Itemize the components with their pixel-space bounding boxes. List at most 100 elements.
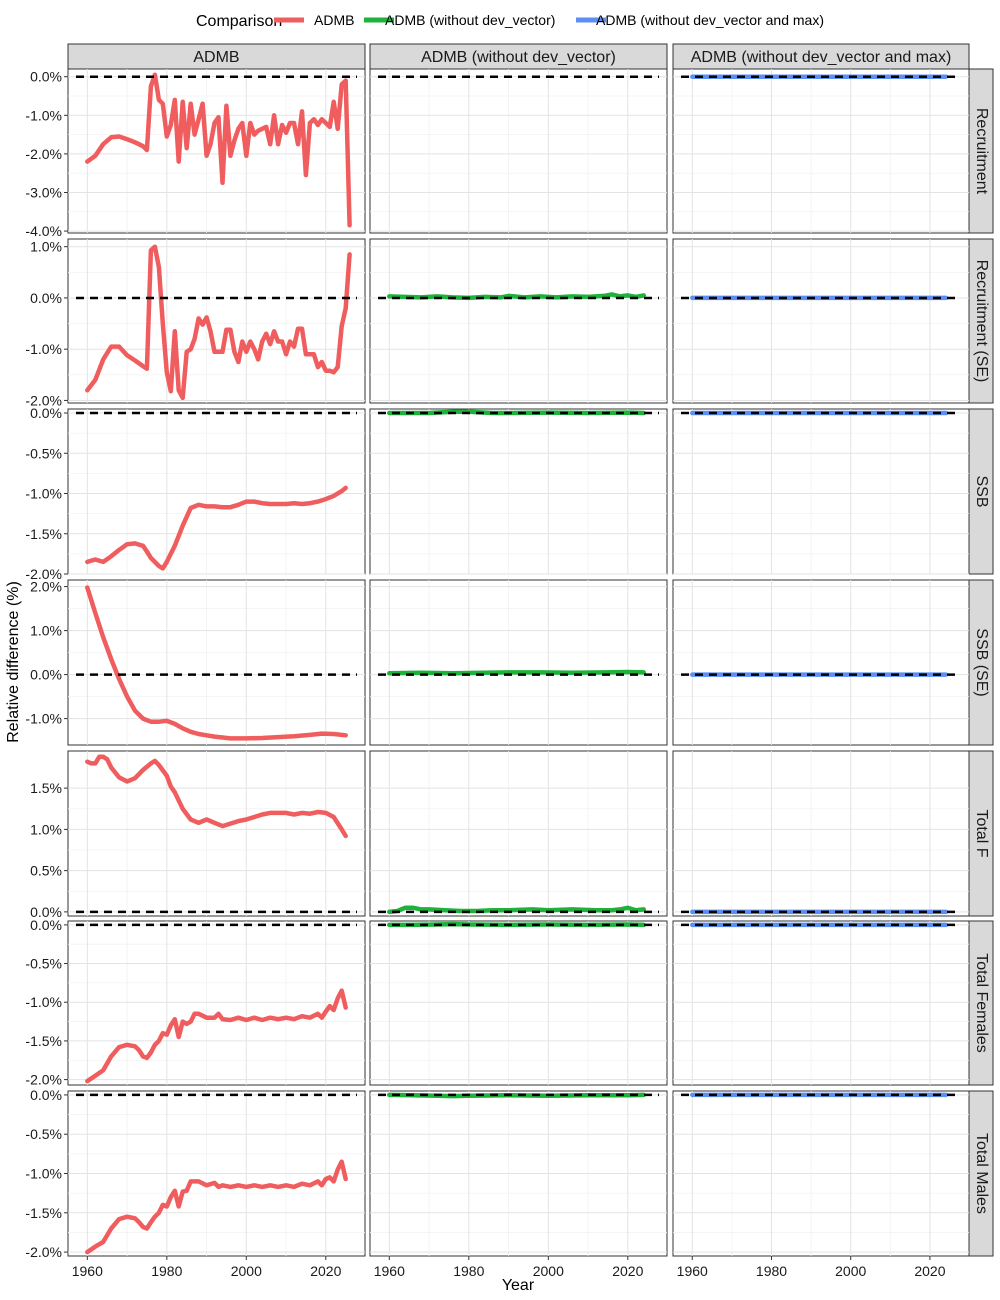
y-tick-label: -1.0% (25, 341, 62, 357)
series-line (85, 244, 352, 401)
panel (672, 238, 970, 404)
y-tick-label: 0.5% (30, 863, 62, 879)
panel-background (369, 750, 668, 917)
legend-label: ADMB (314, 12, 354, 28)
column-strip (369, 43, 668, 70)
y-tick-label: -2.0% (25, 1072, 62, 1088)
series-line (85, 72, 352, 228)
row-strip-label: Total Males (973, 1133, 990, 1214)
y-tick-label: -1.0% (25, 994, 62, 1010)
y-tick-label: -1.5% (25, 1205, 62, 1221)
y-tick-label: -0.5% (25, 1126, 62, 1142)
panel (369, 408, 668, 575)
y-tick-label: 1.0% (30, 623, 62, 639)
panel (672, 920, 970, 1086)
legend-label: ADMB (without dev_vector and max) (596, 12, 824, 28)
panel (67, 579, 366, 746)
row-strip-label: SSB (SE) (973, 628, 990, 696)
panel-background (369, 238, 668, 404)
row-strip (968, 579, 994, 746)
panel (672, 1090, 970, 1257)
panel (369, 1090, 668, 1257)
y-tick-label: 0.0% (30, 1087, 62, 1103)
y-tick-label: 0.0% (30, 917, 62, 933)
x-tick-label: 1980 (453, 1263, 484, 1279)
panel-background (672, 408, 970, 575)
legend-item: ADMB (without dev_vector) (364, 12, 555, 28)
row-strip-label: Recruitment (973, 108, 990, 195)
column-strip-label: ADMB (193, 49, 239, 66)
panel-background (67, 68, 366, 234)
y-tick-label: -4.0% (25, 223, 62, 239)
panel (67, 408, 366, 575)
panel-background (369, 920, 668, 1086)
y-tick-label: -2.0% (25, 392, 62, 408)
row-strip (968, 1090, 994, 1257)
series-line (85, 1159, 348, 1255)
row-strip-label: Recruitment (SE) (973, 260, 990, 383)
y-tick-label: -2.0% (25, 146, 62, 162)
series-line (387, 905, 646, 915)
x-tick-label: 1960 (72, 1263, 103, 1279)
panel (67, 920, 366, 1086)
y-tick-label: 0.0% (30, 667, 62, 683)
y-tick-label: 1.5% (30, 780, 62, 796)
series-line (387, 669, 646, 676)
column-strip-label: ADMB (without dev_vector) (421, 49, 616, 66)
panel-background (369, 68, 668, 234)
panel-background (672, 68, 970, 234)
x-tick-label: 2020 (914, 1263, 945, 1279)
y-tick-label: -2.0% (25, 566, 62, 582)
x-tick-label: 1980 (151, 1263, 182, 1279)
y-tick-label: 0.0% (30, 290, 62, 306)
x-tick-label: 2000 (533, 1263, 564, 1279)
x-tick-label: 1960 (677, 1263, 708, 1279)
panel-background (672, 579, 970, 746)
panel (369, 750, 668, 917)
y-tick-label: 1.0% (30, 821, 62, 837)
panel (369, 68, 668, 234)
row-strip-label: Total Females (973, 953, 990, 1053)
legend-title: Comparison (196, 13, 282, 30)
panel-background (67, 238, 366, 404)
x-axis-title: Year (502, 1277, 535, 1294)
x-tick-label: 2000 (835, 1263, 866, 1279)
series-line (85, 585, 348, 741)
y-tick-label: -1.0% (25, 107, 62, 123)
legend-label: ADMB (without dev_vector) (385, 12, 555, 28)
row-strip (968, 750, 994, 917)
row-strip (968, 408, 994, 575)
x-tick-label: 2020 (612, 1263, 643, 1279)
panel-background (67, 408, 366, 575)
y-tick-label: 0.0% (30, 69, 62, 85)
panel-background (672, 750, 970, 917)
y-tick-label: -1.0% (25, 1166, 62, 1182)
legend: Comparison ADMB ADMB (without dev_vector) A… (196, 12, 824, 30)
x-tick-label: 2020 (310, 1263, 341, 1279)
series-line (85, 988, 348, 1084)
panel-background (67, 579, 366, 746)
y-tick-label: -3.0% (25, 184, 62, 200)
y-tick-label: -0.5% (25, 445, 62, 461)
series-line (85, 754, 348, 839)
panel (672, 579, 970, 746)
y-tick-label: 1.0% (30, 239, 62, 255)
row-strip-label: Total F (973, 809, 990, 857)
row-strip (968, 68, 994, 234)
row-strip (968, 238, 994, 404)
series-line (85, 485, 348, 571)
panel (67, 68, 366, 234)
panel-background (369, 579, 668, 746)
y-tick-label: -1.0% (25, 486, 62, 502)
y-tick-label: -1.0% (25, 711, 62, 727)
x-tick-label: 1980 (756, 1263, 787, 1279)
y-tick-label: -2.0% (25, 1244, 62, 1260)
y-tick-label: -0.5% (25, 956, 62, 972)
y-tick-label: 2.0% (30, 579, 62, 595)
panel-background (67, 920, 366, 1086)
legend-item: ADMB (without dev_vector and max) (576, 12, 824, 28)
row-strip (968, 920, 994, 1086)
panel (67, 238, 366, 404)
y-tick-label: -1.5% (25, 1033, 62, 1049)
